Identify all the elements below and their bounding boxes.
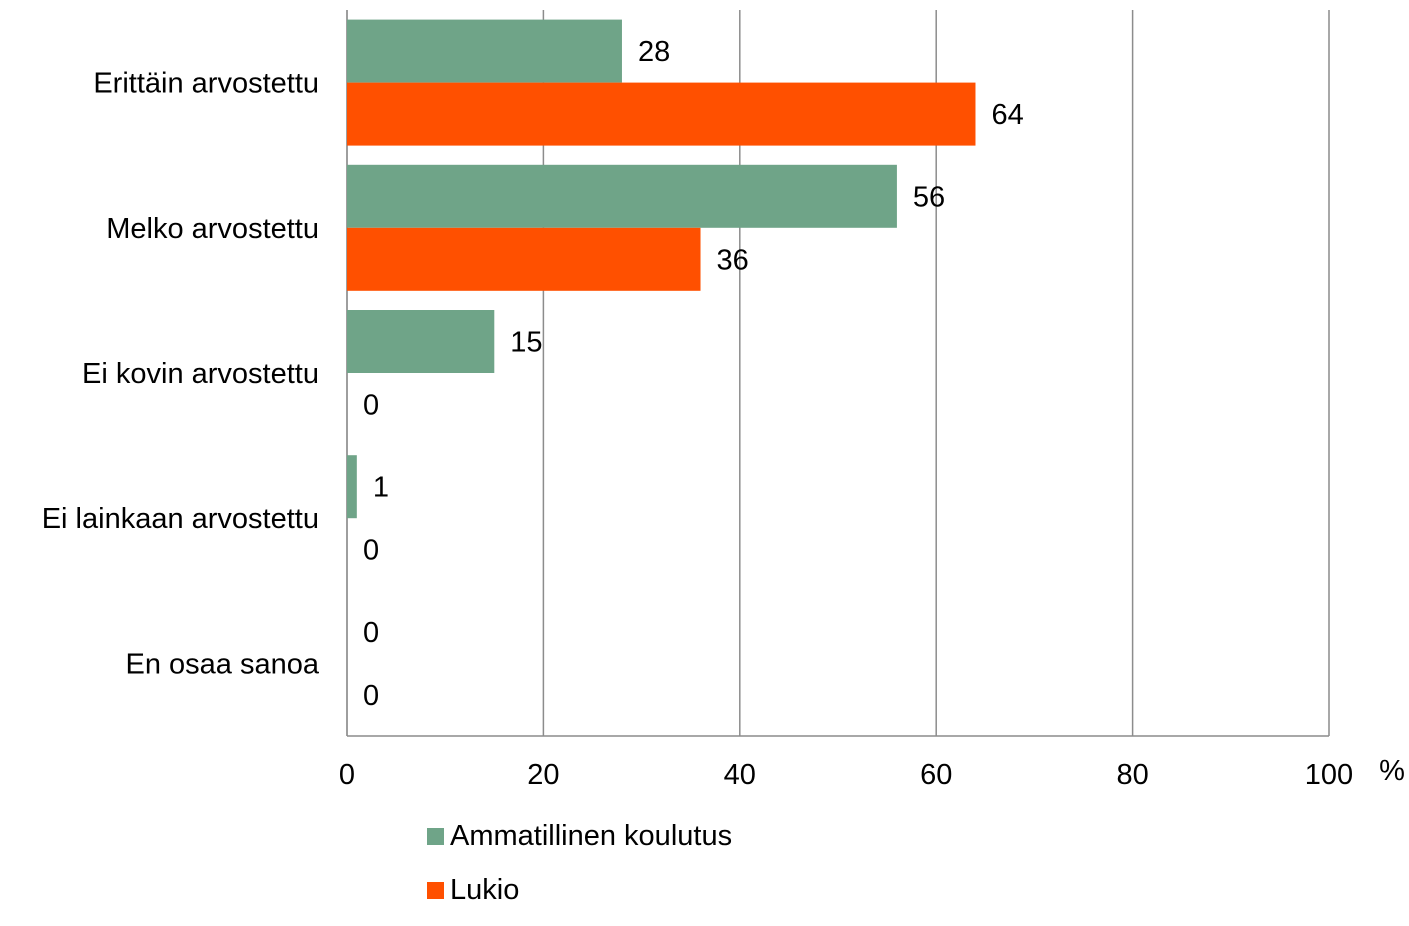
data-label-ammatillinen-0: 28: [638, 36, 670, 68]
data-label-ammatillinen-2: 15: [510, 327, 542, 359]
x-tick-label-40: 40: [724, 759, 756, 791]
legend-item-ammatillinen: Ammatillinen koulutus: [427, 818, 732, 854]
category-label-4: En osaa sanoa: [126, 648, 320, 680]
legend-label: Ammatillinen koulutus: [450, 819, 733, 852]
x-unit-label: %: [1379, 755, 1405, 787]
x-tick-label-0: 0: [339, 759, 355, 791]
bars: [347, 19, 976, 519]
x-tick-label-20: 20: [527, 759, 559, 791]
data-label-ammatillinen-1: 56: [913, 181, 945, 213]
category-label-3: Ei lainkaan arvostettu: [42, 503, 319, 535]
x-tick-labels: 0 20 40 60 80 100: [339, 759, 1353, 791]
x-tick-label-80: 80: [1116, 759, 1148, 791]
data-label-lukio-2: 0: [363, 390, 379, 422]
bar-ammatillinen-0: [347, 19, 622, 83]
data-label-lukio-3: 0: [363, 535, 379, 567]
data-label-lukio-4: 0: [363, 680, 379, 712]
x-tick-label-100: 100: [1305, 759, 1353, 791]
data-label-lukio-1: 36: [717, 244, 749, 276]
legend-item-lukio: Lukio: [427, 872, 732, 908]
legend-swatch: [427, 881, 444, 899]
x-tick-label-60: 60: [920, 759, 952, 791]
data-label-ammatillinen-3: 1: [373, 472, 389, 504]
bar-ammatillinen-3: [347, 455, 357, 519]
bar-lukio-1: [347, 227, 701, 291]
data-label-lukio-0: 64: [991, 99, 1023, 131]
bar-ammatillinen-2: [347, 310, 495, 373]
bar-lukio-0: [347, 82, 976, 146]
category-label-1: Melko arvostettu: [106, 213, 319, 245]
bar-ammatillinen-1: [347, 164, 897, 228]
category-labels: Erittäin arvostettu Melko arvostettu Ei ko…: [42, 68, 320, 681]
data-label-ammatillinen-4: 0: [363, 617, 379, 649]
category-label-2: Ei kovin arvostettu: [82, 358, 319, 390]
legend: Ammatillinen koulutus Lukio: [427, 818, 732, 926]
legend-swatch: [427, 827, 444, 845]
legend-label: Lukio: [450, 873, 520, 906]
data-labels: 28 64 56 36 15 0 1 0 0 0: [363, 36, 1024, 712]
category-label-0: Erittäin arvostettu: [93, 68, 319, 100]
